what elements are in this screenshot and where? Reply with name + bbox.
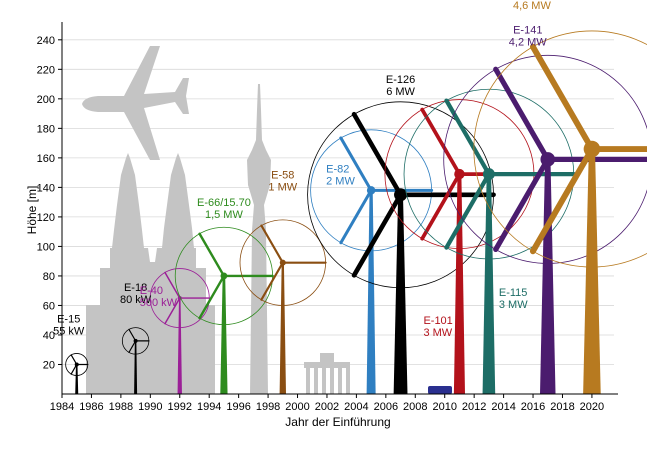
- blade: [354, 114, 400, 195]
- tower: [583, 149, 601, 394]
- y-tick-label: 80: [43, 271, 55, 283]
- blade: [533, 149, 592, 251]
- turbine-model-label: E-66/15.70: [197, 197, 251, 209]
- x-tick-label: 2018: [550, 401, 574, 413]
- hub: [75, 362, 79, 366]
- tower: [280, 263, 286, 394]
- turbine-model-label: E-101: [423, 315, 452, 327]
- y-tick-label: 200: [37, 94, 55, 106]
- turbine-power-label: 1,5 MW: [205, 209, 244, 221]
- y-tick-label: 220: [37, 64, 55, 76]
- hub: [280, 260, 286, 266]
- x-tick-label: 2004: [344, 401, 368, 413]
- x-tick-label: 1996: [226, 401, 250, 413]
- x-tick-label: 2008: [403, 401, 427, 413]
- x-axis-label: Jahr der Einführung: [285, 415, 390, 429]
- x-tick-label: 1990: [138, 401, 162, 413]
- turbine-model-label: E-40: [140, 285, 163, 297]
- turbine-power-label: 1 MW: [268, 182, 297, 194]
- hub: [394, 188, 407, 201]
- turbine-power-label: 6 MW: [386, 86, 415, 98]
- x-tick-label: 2016: [521, 401, 545, 413]
- x-tick-label: 2014: [491, 401, 515, 413]
- y-tick-label: 180: [37, 123, 55, 135]
- hub: [221, 273, 228, 280]
- turbine-model-label: E-126: [386, 74, 415, 86]
- airplane-silhouette: [82, 46, 189, 160]
- turbine-model-label: E-141: [513, 24, 542, 36]
- tower: [367, 190, 376, 394]
- tv-tower-silhouette: [247, 84, 271, 394]
- y-tick-label: 160: [37, 153, 55, 165]
- turbine-6: [308, 102, 494, 394]
- turbine-model-label: E-58: [271, 170, 294, 182]
- vehicle-icon: [428, 386, 452, 394]
- turbine-power-label: 4,6 MW: [513, 0, 552, 12]
- blade: [533, 47, 592, 149]
- y-tick-label: 140: [37, 182, 55, 194]
- y-tick-label: 20: [43, 359, 55, 371]
- turbine-power-label: 3 MW: [499, 299, 528, 311]
- hub: [454, 169, 464, 179]
- y-axis-label: Höhe [m]: [25, 186, 39, 235]
- tower: [394, 195, 408, 394]
- turbine-model-label: E-15: [57, 313, 80, 325]
- turbine-model-label: E-82: [326, 163, 349, 175]
- x-tick-label: 2012: [462, 401, 486, 413]
- turbine-power-label: 3 MW: [423, 327, 452, 339]
- blade: [422, 110, 459, 175]
- x-tick-label: 2000: [285, 401, 309, 413]
- turbine-model-label: E-115: [499, 287, 528, 299]
- tower: [75, 364, 78, 394]
- y-tick-label: 100: [37, 241, 55, 253]
- turbine-power-label: 500 kW: [140, 297, 178, 309]
- tower: [540, 159, 556, 394]
- x-tick-label: 2006: [374, 401, 398, 413]
- x-tick-label: 1994: [197, 401, 221, 413]
- x-tick-label: 2002: [315, 401, 339, 413]
- x-tick-label: 1986: [79, 401, 103, 413]
- x-tick-label: 1992: [168, 401, 192, 413]
- hub: [134, 339, 138, 343]
- turbine-power-label: 55 kW: [53, 325, 85, 337]
- brandenburg-gate-silhouette: [304, 353, 350, 394]
- blade: [422, 174, 459, 239]
- y-tick-label: 60: [43, 300, 55, 312]
- x-tick-label: 2020: [580, 401, 604, 413]
- hub: [483, 168, 495, 180]
- hub: [584, 141, 601, 158]
- y-tick-label: 120: [37, 212, 55, 224]
- turbine-power-label: 2 MW: [326, 175, 355, 187]
- x-tick-label: 1998: [256, 401, 280, 413]
- x-tick-label: 2010: [432, 401, 456, 413]
- y-tick-label: 240: [37, 35, 55, 47]
- hub: [540, 152, 555, 167]
- x-tick-label: 1984: [50, 401, 74, 413]
- turbine-power-label: 4,2 MW: [509, 36, 548, 48]
- hub: [367, 186, 375, 194]
- x-tick-label: 1988: [109, 401, 133, 413]
- turbine-0: [66, 353, 88, 394]
